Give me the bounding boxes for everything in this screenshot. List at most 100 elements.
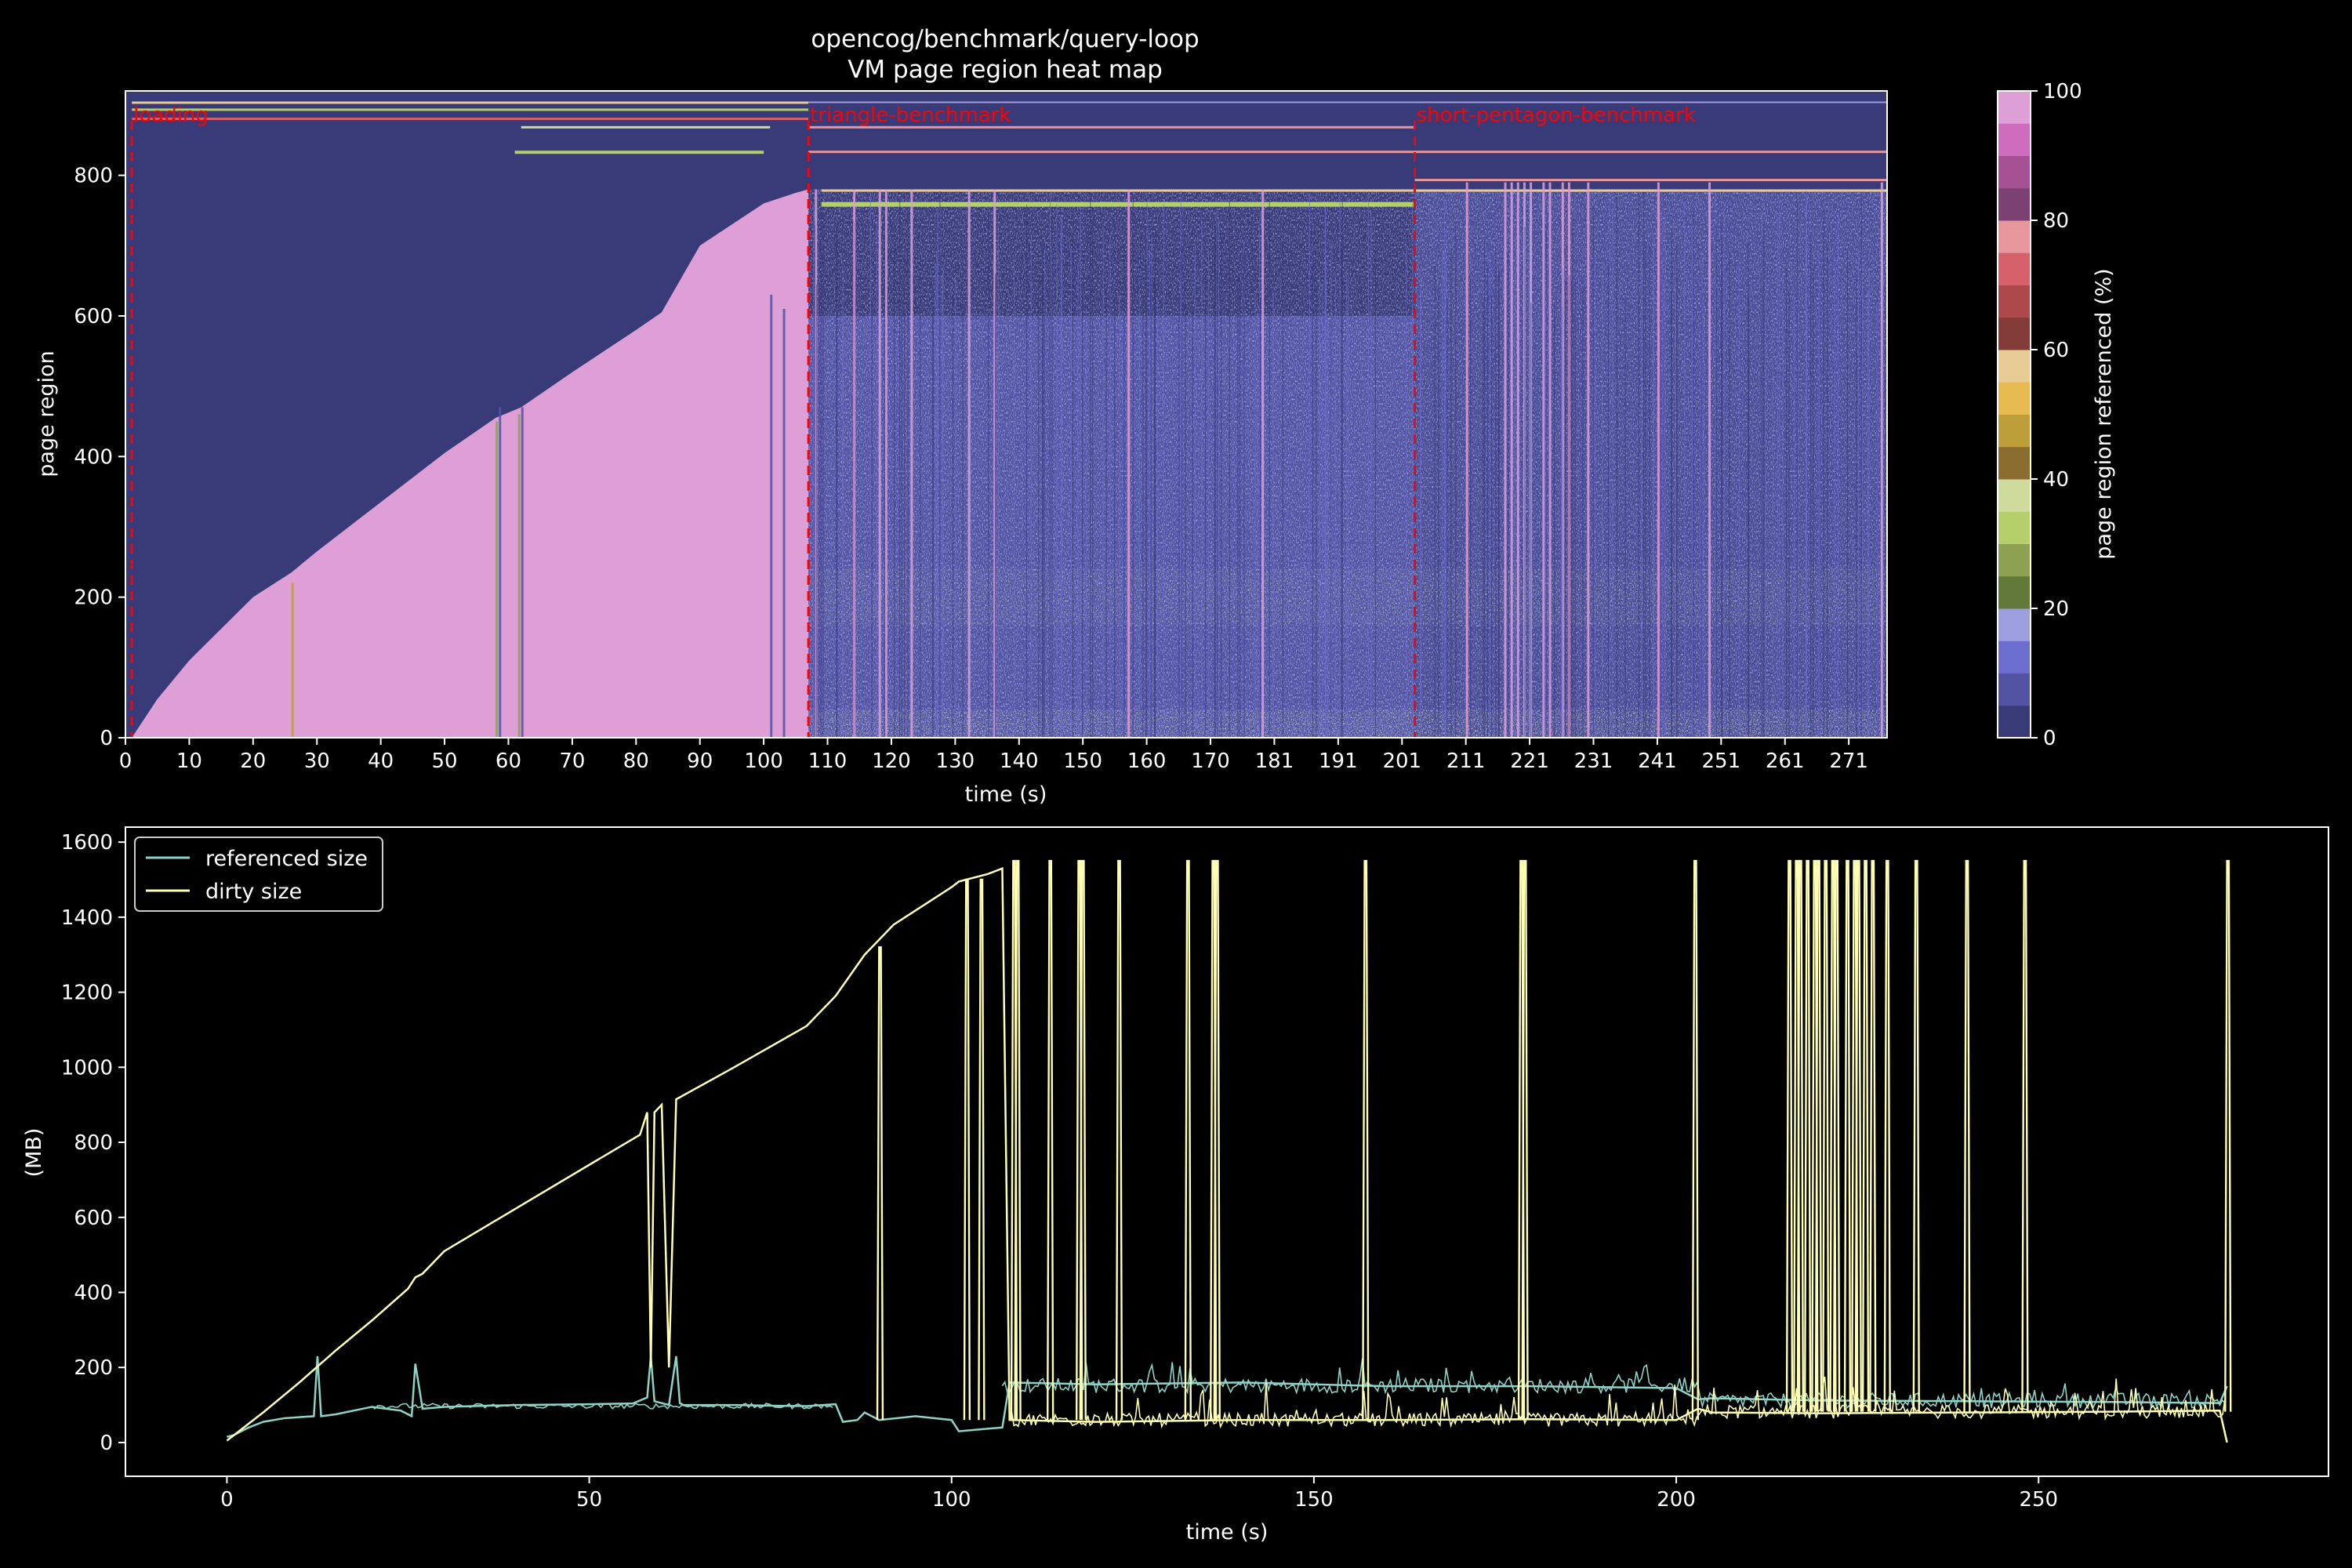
- heatmap-fine-stripe: [1885, 285, 1886, 738]
- heatmap-fine-stripe: [1269, 199, 1270, 738]
- colorbar-level: [1998, 91, 2031, 124]
- phase-markers: [130, 121, 1417, 738]
- heatmap-fine-stripe: [899, 199, 901, 738]
- heatmap-fine-stripe: [1178, 296, 1180, 738]
- series-dirty-spike: [1521, 859, 1529, 1421]
- heatmap-fine-stripe: [1090, 195, 1091, 738]
- heatmap-x-tick-label: 241: [1638, 750, 1677, 773]
- heatmap-fine-stripe: [1201, 216, 1203, 738]
- heatmap-x-tick-label: 10: [176, 750, 202, 773]
- heatmap-fine-stripe: [1080, 205, 1081, 738]
- series-dirty-spike: [2224, 859, 2232, 1412]
- heatmap-fine-stripe: [1216, 211, 1218, 738]
- heatmap-fine-stripe: [884, 206, 886, 738]
- heatmap-fine-stripe: [1308, 193, 1311, 738]
- line-x-tick-label: 50: [576, 1488, 602, 1512]
- heatmap-fine-stripe: [1565, 280, 1566, 738]
- heatmap-fine-stripe: [1846, 251, 1849, 738]
- series-dirty-spikes: [876, 859, 2232, 1421]
- heatmap-x-axis: 0 10 20 30 40 50 60 70 80 90 100 110 120 130 140 150 160…: [119, 738, 1868, 773]
- heatmap-fine-stripe: [1114, 296, 1116, 738]
- heatmap-fine-stripe: [1092, 209, 1094, 738]
- heatmap-fine-stripe: [1721, 218, 1722, 738]
- heatmap-fine-stripe: [1367, 193, 1370, 738]
- heatmap-fine-stripe: [820, 189, 822, 738]
- heatmap-stripe-13: [993, 189, 996, 738]
- heatmap-x-tick-label: 110: [808, 750, 848, 773]
- heatmap-fine-stripe: [1257, 302, 1258, 738]
- heatmap-stripe-1: [495, 421, 499, 738]
- heatmap-fine-stripe: [1049, 250, 1051, 738]
- series-dirty-noise: [1009, 1376, 2226, 1429]
- heatmap-x-tick-label: 0: [119, 750, 132, 773]
- line-y-tick-label: 1200: [61, 982, 113, 1005]
- heatmap-fine-stripe: [1748, 296, 1750, 738]
- heatmap-stripe-0: [291, 583, 294, 738]
- heatmap-band-10: [1414, 179, 1887, 182]
- line-y-tick-label: 1400: [61, 906, 113, 930]
- heatmap-band-0: [132, 101, 809, 104]
- series-referenced-jitter-early: [371, 1402, 833, 1410]
- series-referenced-jitter: [1001, 1358, 2226, 1410]
- heatmap-fine-stripe: [1258, 216, 1261, 738]
- heatmap-fine-stripe: [1564, 255, 1566, 738]
- heatmap-fine-stripe: [1664, 213, 1666, 738]
- heatmap-band-1: [132, 108, 809, 111]
- heatmap-fine-stripe: [1570, 281, 1572, 738]
- line-y-tick-label: 800: [74, 1131, 113, 1155]
- heatmap-fine-stripe: [1060, 216, 1062, 738]
- heatmap-fine-stripe: [871, 300, 873, 738]
- heatmap-fine-stripe: [1568, 275, 1570, 738]
- colorbar-level: [1998, 511, 2031, 544]
- heatmap-fine-stripe: [1860, 193, 1862, 738]
- heatmap-fine-stripe: [894, 224, 895, 738]
- heatmap-fine-stripe: [1070, 246, 1072, 738]
- heatmap-fine-stripe: [818, 228, 820, 738]
- series-dirty-spike: [1843, 859, 1852, 1412]
- heatmap-fine-stripe: [1185, 303, 1186, 738]
- heatmap-fine-stripe: [1827, 244, 1828, 738]
- heatmap-x-tick-label: 271: [1829, 750, 1868, 773]
- heatmap-fine-stripe: [1574, 278, 1576, 738]
- heatmap-fine-stripe: [1254, 298, 1256, 738]
- colorbar-level: [1998, 350, 2031, 383]
- heatmap-x-tick-label: 221: [1510, 750, 1549, 773]
- heatmap-fine-stripe: [1515, 227, 1516, 738]
- line-x-axis: 0 50 100 150 200 250: [220, 1476, 2058, 1512]
- heatmap-fine-stripe: [1327, 314, 1329, 738]
- line-x-tick-label: 100: [932, 1488, 971, 1512]
- heatmap-fine-stripe: [1560, 292, 1562, 738]
- series-dirty-spike: [1861, 859, 1870, 1412]
- colorbar-level: [1998, 575, 2031, 609]
- heatmap-fine-stripe: [1163, 204, 1164, 738]
- line-y-axis: 0 200 400 600 800 1000 1200 1400 1600: [61, 831, 125, 1455]
- heatmap-fine-stripe: [1506, 276, 1508, 738]
- colorbar-level: [1998, 155, 2031, 189]
- colorbar-frame: [1997, 90, 2031, 739]
- heatmap-fine-stripe: [1085, 307, 1087, 738]
- heatmap-fine-stripe: [1312, 264, 1314, 738]
- series-dirty-spike: [1079, 859, 1087, 1421]
- heatmap-fine-stripe: [1442, 253, 1443, 738]
- heatmap-fine-stripe: [1322, 283, 1323, 738]
- series-dirty-spike: [1963, 859, 1971, 1412]
- heatmap-stripe-27: [1657, 182, 1660, 738]
- heatmap-stripe-18: [1510, 182, 1513, 738]
- heatmap-fine-stripe: [1513, 283, 1515, 738]
- legend-label-dirty: dirty size: [205, 880, 302, 904]
- heatmap-y-tick-label: 600: [74, 305, 113, 328]
- heatmap-fine-stripe: [1497, 268, 1500, 738]
- heatmap-y-tick-label: 0: [100, 727, 113, 750]
- legend-label-referenced: referenced size: [205, 847, 368, 871]
- heatmap-x-tick-label: 140: [1000, 750, 1039, 773]
- heatmap-fine-stripe: [1676, 241, 1678, 738]
- phase-label-short-pentagon-benchmark: short-pentagon-benchmark: [1417, 103, 1696, 127]
- heatmap-fine-stripe: [1438, 288, 1439, 738]
- heatmap-fine-stripe: [997, 221, 999, 738]
- heatmap-band-8: [821, 189, 1887, 192]
- line-y-tick-label: 0: [100, 1432, 113, 1455]
- heatmap-fine-stripe: [1882, 275, 1884, 738]
- phase-label-loading: loading: [133, 103, 209, 127]
- heatmap-fine-stripe: [1455, 222, 1457, 738]
- heatmap-fine-stripe: [815, 285, 818, 738]
